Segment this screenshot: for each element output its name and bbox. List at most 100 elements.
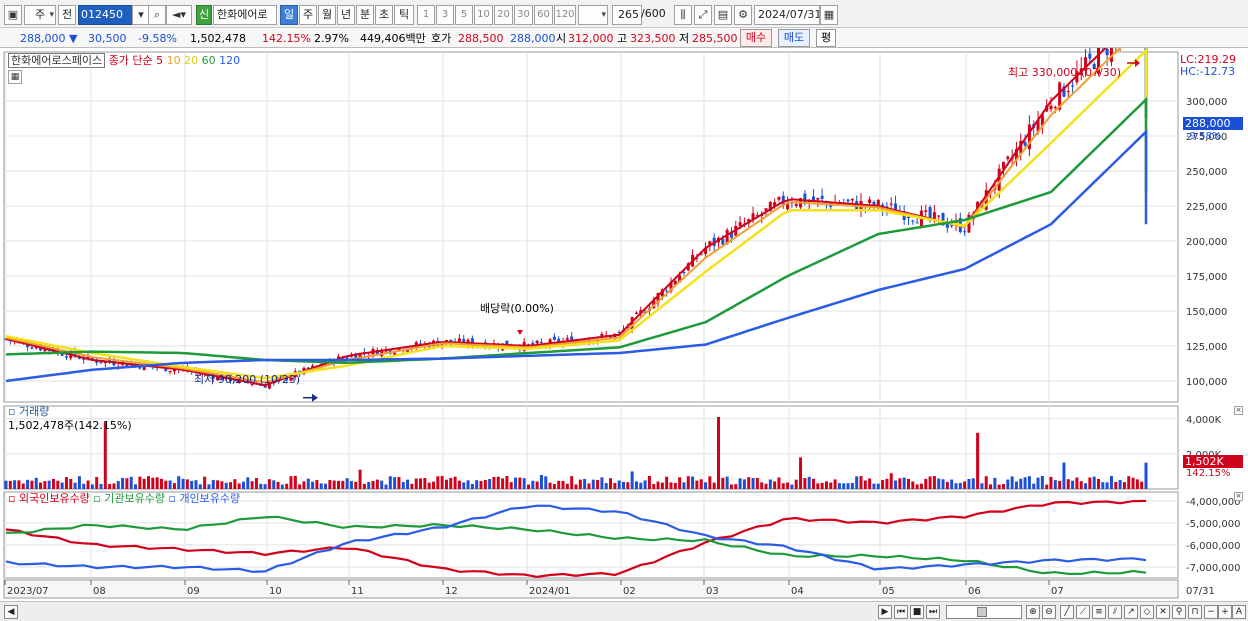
speaker-icon[interactable]: ◄▾: [166, 5, 192, 25]
zoom-slider-handle[interactable]: [977, 607, 987, 617]
volume-bar: [86, 480, 90, 489]
sell-button[interactable]: 매도: [778, 29, 810, 47]
volume-bar: [574, 484, 578, 489]
draw-arrow-icon[interactable]: ↗: [1124, 605, 1138, 619]
draw-cross-icon[interactable]: ✕: [1156, 605, 1170, 619]
volume-close-icon[interactable]: ×: [1234, 406, 1243, 415]
count-input[interactable]: 265: [612, 5, 642, 25]
volume-bar: [509, 482, 513, 489]
plus-icon[interactable]: +: [1218, 605, 1232, 619]
bottom-scrollbar[interactable]: ◀ ▶ ⏮ ■ ⏭ ⊕ ⊖ ╱ ⟋ ≡ ⫽ ↗ ◇ ✕ ⚲ ⊓ − + A: [0, 601, 1248, 621]
window-icon[interactable]: ▣: [4, 5, 22, 25]
volume-bar: [375, 479, 379, 489]
zoom-out-icon[interactable]: ⊖: [1042, 605, 1056, 619]
save-icon[interactable]: ▤: [714, 5, 732, 25]
chart-area[interactable]: 2023/07 08 09 10 11 12 2024/01 02 03 04 05 06 07 300,…: [0, 1, 1248, 601]
grid-toggle-icon[interactable]: ▦: [8, 70, 22, 84]
last-page-icon[interactable]: ⏭: [926, 605, 940, 619]
draw-channel-icon[interactable]: ⫽: [1108, 605, 1122, 619]
volume-bar: [483, 479, 487, 489]
timeframe-day[interactable]: 일: [280, 5, 298, 25]
candle-body: [34, 347, 38, 349]
draw-shape-icon[interactable]: ◇: [1140, 605, 1154, 619]
candle-body: [535, 340, 539, 344]
scroll-left-icon[interactable]: ◀: [4, 605, 18, 619]
timeframe-month[interactable]: 월: [318, 5, 336, 25]
candle-body: [894, 203, 898, 215]
first-page-icon[interactable]: ⏮: [894, 605, 908, 619]
volume-bar: [315, 479, 319, 489]
stock-legend-name[interactable]: 한화에어로스페이스: [8, 53, 106, 68]
eval-button[interactable]: 평: [816, 29, 836, 47]
calendar-icon[interactable]: ▦: [820, 5, 838, 25]
volume-bar: [634, 481, 638, 489]
interval-3[interactable]: 3: [436, 5, 454, 25]
candle-body: [656, 293, 660, 303]
volume-bar: [328, 480, 332, 489]
volume-bar: [919, 483, 923, 489]
stock-name-field: 한화에어로: [213, 5, 277, 25]
interval-20[interactable]: 20: [494, 5, 513, 25]
zoom-slider[interactable]: [946, 605, 1022, 619]
link-icon[interactable]: ⚲: [1172, 605, 1186, 619]
zoom-in-icon[interactable]: ⊕: [1026, 605, 1040, 619]
timeframe-week[interactable]: 주: [299, 5, 317, 25]
legend-ma10: 10: [166, 54, 181, 67]
volume-bar: [600, 477, 604, 489]
scroll-right-icon[interactable]: ▶: [878, 605, 892, 619]
interval-custom-select[interactable]: [578, 5, 608, 25]
interval-10[interactable]: 10: [474, 5, 493, 25]
volume-bar: [436, 476, 440, 489]
volume-bar: [984, 476, 988, 489]
price-legend-box[interactable]: 한화에어로스페이스 종가 단순 5 10 20 60 120: [8, 53, 240, 68]
holdings-close-icon[interactable]: ×: [1234, 492, 1243, 501]
volume-bar: [216, 480, 220, 489]
price-tick-label: 200,000: [1186, 237, 1227, 248]
interval-5[interactable]: 5: [455, 5, 473, 25]
volume-bar: [799, 457, 803, 489]
legend-individual: ▫ 개인보유수량: [168, 492, 241, 505]
draw-line-icon[interactable]: ╱: [1060, 605, 1074, 619]
stock-code-input[interactable]: 012450: [78, 5, 136, 25]
volume-bar: [665, 476, 669, 489]
volume-bar: [738, 478, 742, 489]
timeframe-year[interactable]: 년: [337, 5, 355, 25]
chart-canvas[interactable]: 2023/07 08 09 10 11 12 2024/01 02 03 04 05 06 07 300,…: [0, 1, 1248, 601]
candle-body: [43, 348, 47, 352]
draw-fib-icon[interactable]: ≡: [1092, 605, 1106, 619]
volume-bar: [967, 479, 971, 489]
gear-icon[interactable]: ⚙: [734, 5, 752, 25]
magnet-icon[interactable]: ⊓: [1188, 605, 1202, 619]
candle-body: [1092, 64, 1096, 69]
interval-60[interactable]: 60: [534, 5, 553, 25]
volume-bar: [604, 483, 608, 489]
prev-button[interactable]: 전: [58, 5, 76, 25]
candle-type-icon[interactable]: ⫼: [674, 5, 692, 25]
candle-body: [777, 197, 781, 200]
draw-trend-icon[interactable]: ⟋: [1076, 605, 1090, 619]
interval-30[interactable]: 30: [514, 5, 533, 25]
date-input[interactable]: 2024/07/31: [754, 5, 820, 25]
candle-body: [1040, 113, 1044, 126]
timeframe-tick[interactable]: 틱: [394, 5, 414, 25]
volume-bar: [945, 481, 949, 489]
crosshair-icon[interactable]: ⤢: [694, 5, 712, 25]
buy-button[interactable]: 매수: [740, 29, 772, 47]
volume-bar: [103, 422, 107, 489]
timeframe-minute[interactable]: 분: [356, 5, 374, 25]
candle-body: [872, 202, 876, 207]
volume-bar: [686, 476, 690, 489]
stop-icon[interactable]: ■: [910, 605, 924, 619]
volume-bar: [380, 480, 384, 489]
interval-1[interactable]: 1: [417, 5, 435, 25]
volume-bar: [172, 483, 176, 489]
volume-bar: [138, 476, 142, 489]
timeframe-second[interactable]: 초: [375, 5, 393, 25]
search-icon[interactable]: ⌕: [148, 5, 166, 25]
interval-120[interactable]: 120: [554, 5, 576, 25]
text-icon[interactable]: A: [1232, 605, 1246, 619]
minus-icon[interactable]: −: [1204, 605, 1218, 619]
price-tick-label: 275,000: [1186, 132, 1227, 143]
candle-body: [816, 197, 820, 200]
period-select[interactable]: 주: [24, 5, 56, 25]
